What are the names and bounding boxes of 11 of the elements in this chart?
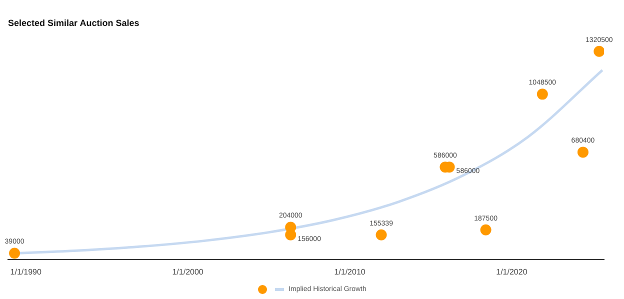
point — [577, 146, 588, 158]
x-tick-label: 1/1/2000 — [172, 267, 204, 276]
x-tick-label: 1/1/2020 — [496, 267, 528, 276]
x-tick-label: 1/1/2010 — [334, 267, 366, 276]
point — [9, 248, 20, 259]
point — [594, 46, 604, 57]
point — [376, 229, 387, 240]
point — [536, 88, 548, 100]
chart-title: Selected Similar Auction Sales — [8, 18, 140, 28]
point — [480, 224, 492, 236]
x-tick-label: 1/1/1990 — [10, 267, 42, 276]
